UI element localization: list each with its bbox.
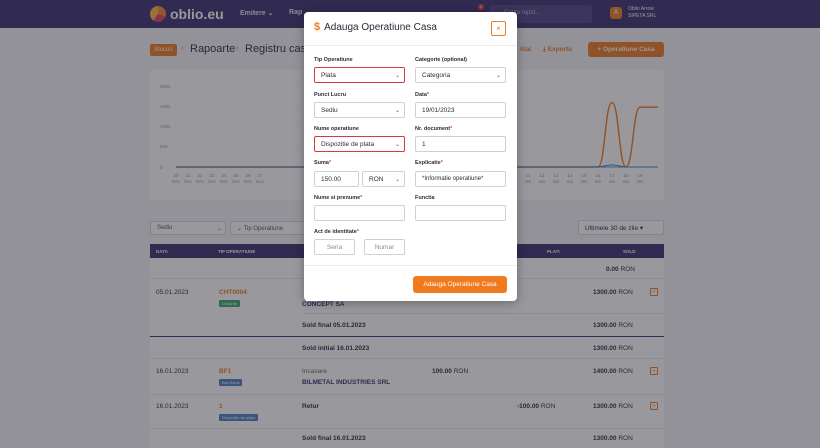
nume-prenume-field[interactable] <box>314 205 405 221</box>
tip-operatiune-label: Tip Operatiune <box>314 57 353 63</box>
submit-button[interactable]: Adauga Operatiune Casa <box>413 276 507 293</box>
chevron-down-icon: ⌄ <box>395 141 400 148</box>
suma-field[interactable]: 150.00 <box>314 171 359 187</box>
categorie-label: Categorie (optional) <box>415 57 467 63</box>
act-identitate-label: Act de identitate* <box>314 229 359 235</box>
chevron-down-icon: ⌄ <box>395 107 400 114</box>
punct-lucru-value: Sediu <box>321 107 338 114</box>
chevron-down-icon: ⌄ <box>395 176 400 183</box>
tip-operatiune-value: Plata <box>321 72 336 79</box>
dollar-icon: $ <box>314 21 320 33</box>
nume-operatiune-value: Dispozitie de plata <box>321 141 374 148</box>
currency-select[interactable]: RON ⌄ <box>362 171 405 187</box>
numar-field[interactable]: Numar <box>364 239 405 255</box>
chevron-down-icon: ⌄ <box>395 72 400 79</box>
punct-lucru-select[interactable]: Sediu ⌄ <box>314 102 405 118</box>
modal-title: $ Adauga Operatiune Casa <box>314 21 437 33</box>
explicatie-label: Explicatie* <box>415 160 443 166</box>
punct-lucru-label: Punct Lucru <box>314 92 346 98</box>
nume-operatiune-select[interactable]: Dispozitie de plata ⌄ <box>314 136 405 152</box>
explicatie-field[interactable]: *Informatie operatiune* <box>415 171 506 187</box>
currency-value: RON <box>369 176 383 183</box>
modal-title-text: Adauga Operatiune Casa <box>324 22 437 33</box>
nr-document-label: Nr. document* <box>415 126 452 132</box>
close-button[interactable]: × <box>491 21 506 36</box>
tip-operatiune-select[interactable]: Plata ⌄ <box>314 67 405 83</box>
functia-field[interactable] <box>415 205 506 221</box>
categorie-select[interactable]: Categoria ⌄ <box>415 67 506 83</box>
chevron-down-icon: ⌄ <box>496 72 501 79</box>
data-field[interactable]: 19/01/2023 <box>415 102 506 118</box>
suma-label: Suma* <box>314 160 331 166</box>
nume-prenume-label: Nume si prenume* <box>314 195 362 201</box>
adauga-operatiune-modal: $ Adauga Operatiune Casa × Tip Operatiun… <box>304 12 517 301</box>
nume-operatiune-label: Nume operatiune <box>314 126 359 132</box>
nr-document-field[interactable]: 1 <box>415 136 506 152</box>
seria-field[interactable]: Seria <box>314 239 355 255</box>
data-label: Data* <box>415 92 429 98</box>
categorie-value: Categoria <box>422 72 450 79</box>
functia-label: Functia <box>415 195 435 201</box>
